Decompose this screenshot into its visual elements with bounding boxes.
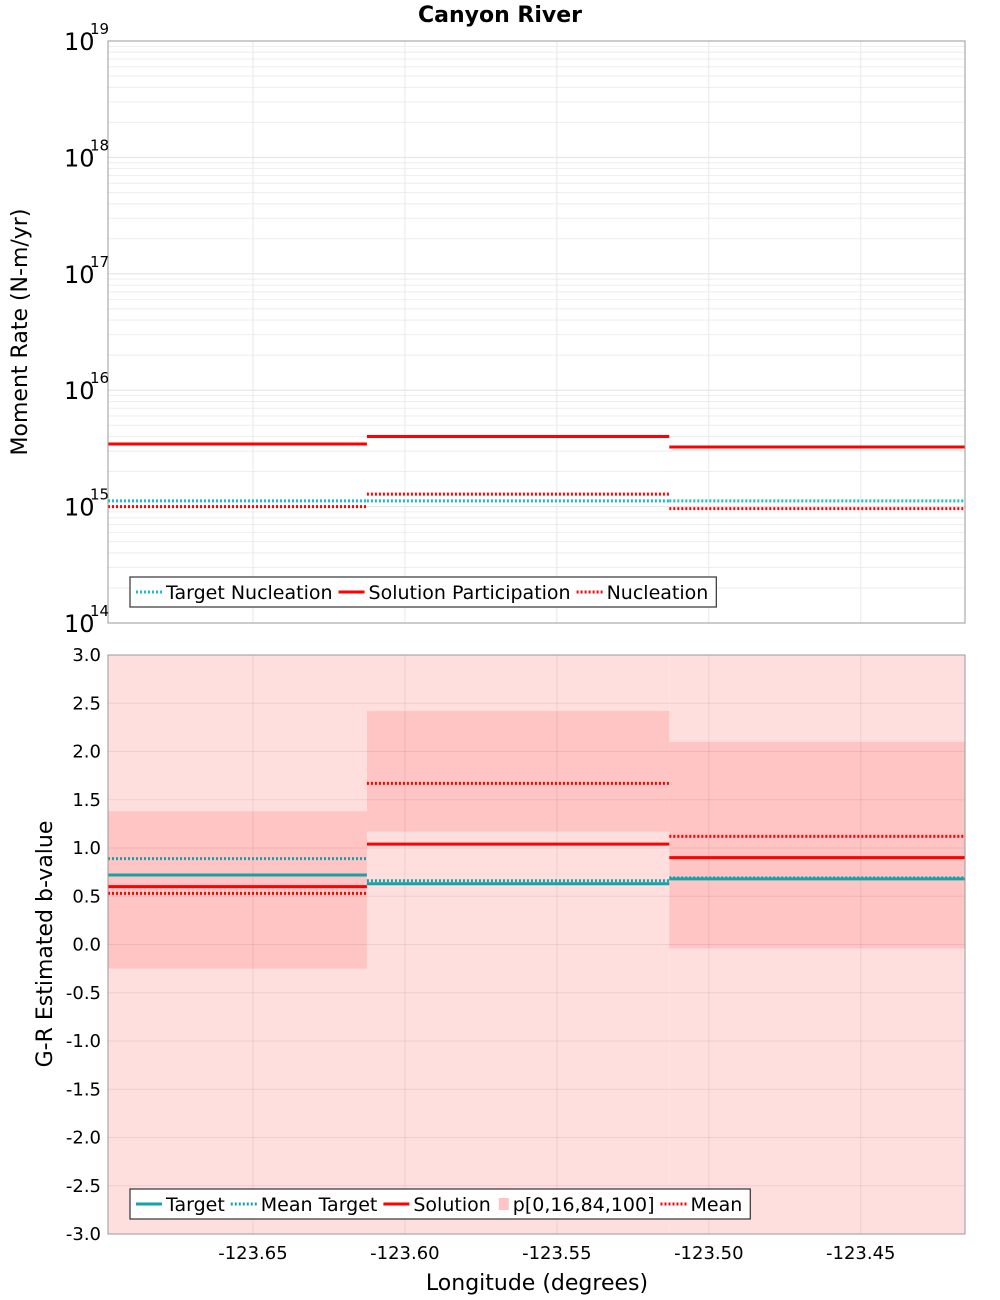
b-value-plot-frame: [107, 654, 966, 1235]
y-tick-exponent: 16: [90, 369, 109, 387]
b-value-y-axis-label: G-R Estimated b-value: [33, 821, 58, 1068]
x-tick-label: -123.60: [370, 1243, 439, 1264]
y-tick-label: 1.5: [72, 790, 101, 811]
legend-label: Nucleation: [607, 582, 709, 604]
legend-box: [129, 1188, 751, 1220]
legend-label: Mean Target: [261, 1194, 378, 1216]
y-tick-label: 3.0: [72, 645, 101, 666]
y-tick-exponent: 14: [90, 602, 109, 620]
y-tick-label: 10: [64, 261, 95, 289]
y-tick-label: 10: [64, 377, 95, 405]
b-value-lines: [108, 781, 965, 895]
legend-label: Target Nucleation: [165, 582, 333, 604]
legend-label: Target: [165, 1194, 225, 1216]
moment-rate-legend: Target Nucleation Solution Participation N…: [129, 576, 717, 608]
band-p16-p84: [366, 710, 670, 832]
b-value-percentile-bands: [108, 655, 965, 1234]
moment-rate-plot-frame: [107, 40, 966, 624]
legend-label: p[0,16,84,100]: [513, 1194, 655, 1216]
y-tick-label: 10: [64, 610, 95, 638]
b-value-x-ticks: -123.65 -123.60 -123.55 -123.50 -123.45: [218, 1243, 895, 1264]
legend-label: Mean: [691, 1194, 743, 1216]
y-tick-label: 0.5: [72, 886, 101, 907]
y-tick-label: -1.0: [66, 1031, 101, 1052]
y-tick-label: -2.0: [66, 1128, 101, 1149]
y-tick-label: 1.0: [72, 838, 101, 859]
moment-rate-lines: [108, 435, 965, 511]
chart-title: Canyon River: [418, 3, 582, 28]
legend-swatch: [498, 1198, 509, 1210]
x-tick-label: -123.55: [522, 1243, 591, 1264]
x-tick-label: -123.50: [674, 1243, 743, 1264]
y-tick-exponent: 17: [90, 253, 109, 271]
y-tick-label: 10: [64, 144, 95, 172]
y-tick-exponent: 19: [90, 20, 109, 38]
band-p16-p84: [108, 811, 367, 969]
y-tick-label: 2.5: [72, 693, 101, 714]
legend-label: Solution Participation: [369, 582, 571, 604]
band-p16-p84: [669, 741, 965, 949]
y-tick-label: -0.5: [66, 983, 101, 1004]
y-tick-label: 2.0: [72, 742, 101, 763]
y-tick-exponent: 15: [90, 486, 109, 504]
y-tick-label: 10: [64, 494, 95, 522]
y-tick-label: -2.5: [66, 1176, 101, 1197]
legend-box: [129, 576, 717, 608]
y-tick-label: 10: [64, 28, 95, 56]
b-value-y-ticks: 3.0 2.5 2.0 1.5 1.0 0.5 0.0 -0.5 -1.0 -1.5 -2.0 -2.…: [66, 645, 101, 1245]
moment-rate-y-axis-label: Moment Rate (N-m/yr): [8, 209, 33, 456]
moment-rate-grid: [108, 41, 965, 624]
x-tick-label: -123.45: [826, 1243, 895, 1264]
legend-label: Solution: [413, 1194, 490, 1216]
x-axis-label: Longitude (degrees): [426, 1271, 648, 1296]
b-value-legend: Target Mean Target Solution p[0,16,84,100] M…: [129, 1188, 751, 1220]
y-tick-label: -3.0: [66, 1224, 101, 1245]
b-value-panel: 3.0 2.5 2.0 1.5 1.0 0.5 0.0 -0.5 -1.0 -1.5 -2.0 -2.…: [33, 645, 966, 1296]
x-tick-label: -123.65: [218, 1243, 287, 1264]
y-tick-label: 0.0: [72, 935, 101, 956]
y-tick-label: -1.5: [66, 1079, 101, 1100]
y-tick-exponent: 18: [90, 136, 109, 154]
